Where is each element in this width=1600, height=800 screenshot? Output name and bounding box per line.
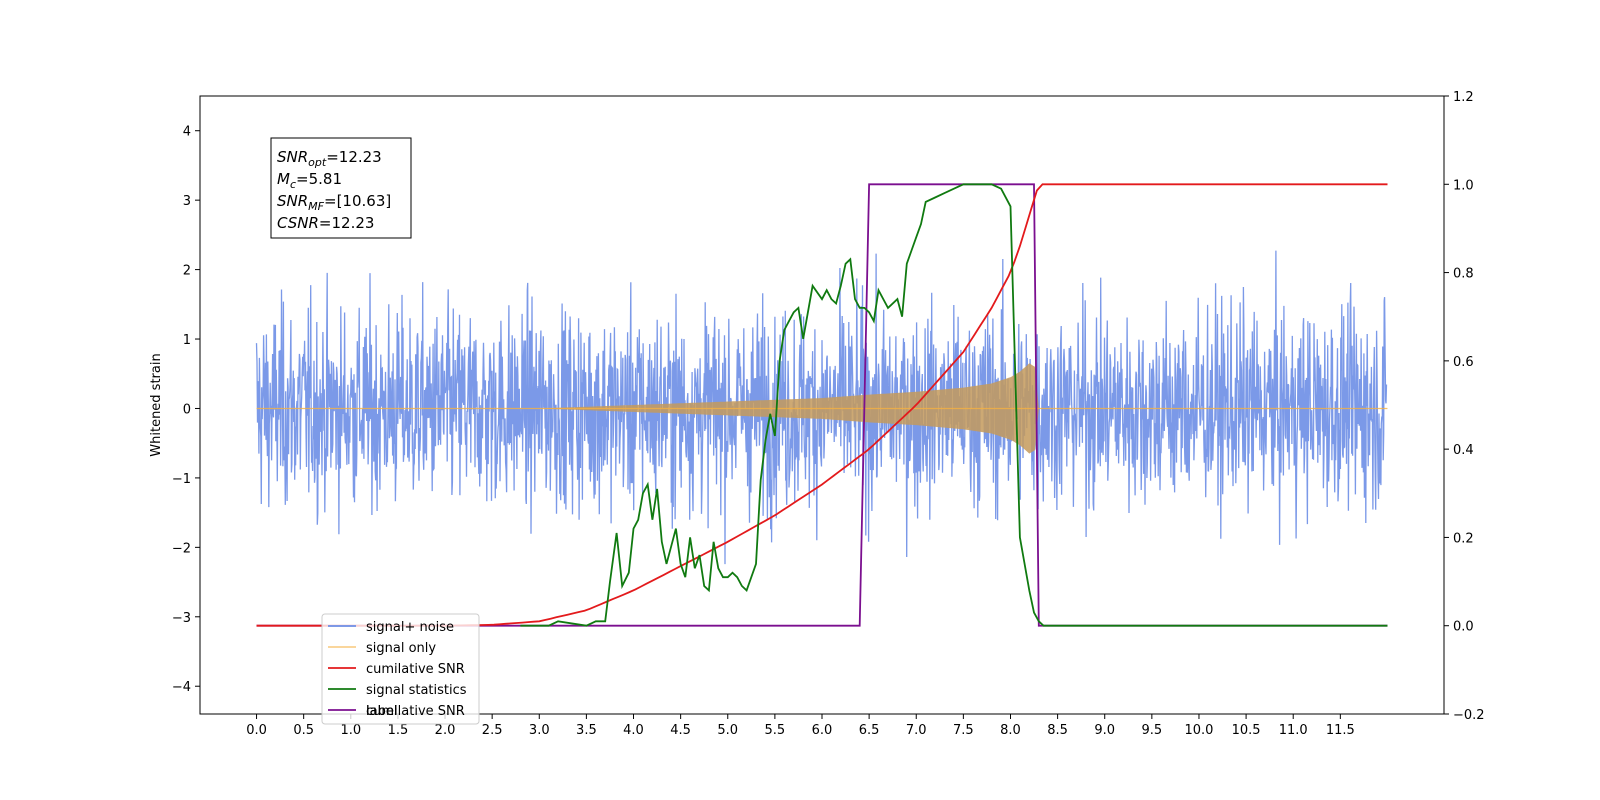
x-tick-label: 7.5 xyxy=(953,723,974,738)
x-tick-label: 6.5 xyxy=(859,723,880,738)
y-right-tick-label: 0.4 xyxy=(1453,443,1474,458)
x-tick-label: 10.5 xyxy=(1232,723,1261,738)
y-axis-label: Whitened strain xyxy=(149,353,164,456)
y-right-tick-label: 1.0 xyxy=(1453,178,1474,193)
y-left-tick-label: 2 xyxy=(183,264,191,279)
y-left-tick-label: 1 xyxy=(183,333,191,348)
info-value: =12.23 xyxy=(319,214,375,232)
info-subscript: c xyxy=(290,178,296,191)
y-right-tick-label: −0.2 xyxy=(1453,708,1485,723)
x-tick-label: 2.0 xyxy=(435,723,456,738)
legend-ghost-label: cumilative SNR xyxy=(366,704,465,719)
info-variable: SNR xyxy=(277,192,308,210)
y-right-tick-label: 0.6 xyxy=(1453,355,1474,370)
legend-label: signal only xyxy=(366,641,436,656)
x-tick-label: 0.5 xyxy=(293,723,314,738)
x-tick-label: 2.5 xyxy=(482,723,503,738)
legend: signal+ noise signal only cumilative SNR si… xyxy=(321,613,480,725)
y-left-tick-label: −4 xyxy=(172,680,191,695)
x-tick-label: 0.0 xyxy=(246,723,267,738)
info-line: Mc=5.81 xyxy=(277,170,342,191)
info-line: SNRMF=[10.63] xyxy=(277,192,391,213)
y-right-tick-label: 0.2 xyxy=(1453,531,1474,546)
info-variable: CSNR xyxy=(277,214,319,232)
y-left-tick-label: −3 xyxy=(172,611,191,626)
x-tick-label: 8.0 xyxy=(1000,723,1021,738)
x-tick-label: 1.5 xyxy=(388,723,409,738)
x-tick-label: 4.0 xyxy=(623,723,644,738)
legend-label: signal+ noise xyxy=(366,620,454,635)
y-left-tick-label: 0 xyxy=(183,402,191,417)
legend-label: label xyxy=(366,704,397,719)
y-left-tick-label: −2 xyxy=(172,541,191,556)
x-tick-label: 1.0 xyxy=(340,723,361,738)
legend-frame xyxy=(321,613,480,725)
x-tick-label: 6.0 xyxy=(812,723,833,738)
info-line: SNRopt=12.23 xyxy=(277,148,382,169)
y-right-tick-label: 1.2 xyxy=(1453,90,1474,105)
info-subscript: opt xyxy=(308,156,327,169)
y-left-tick-label: −1 xyxy=(172,472,191,487)
x-tick-label: 8.5 xyxy=(1047,723,1068,738)
x-tick-label: 5.5 xyxy=(765,723,786,738)
info-box: SNRopt=12.23Mc=5.81SNRMF=[10.63]CSNR=12.… xyxy=(270,137,412,239)
x-tick-label: 9.0 xyxy=(1094,723,1115,738)
info-variable: M xyxy=(277,170,290,188)
legend-label: signal statistics xyxy=(366,683,467,698)
x-tick-label: 3.0 xyxy=(529,723,550,738)
y-right-tick-label: 0.0 xyxy=(1453,620,1474,635)
info-variable: SNR xyxy=(277,148,308,166)
info-line: CSNR=12.23 xyxy=(277,214,374,232)
y-left-tick-label: 3 xyxy=(183,194,191,209)
x-tick-label: 5.0 xyxy=(717,723,738,738)
y-axis-left: −4 −3 −2 −1 0 1 2 3 4 xyxy=(172,125,200,695)
series-signal-noise xyxy=(255,250,1388,565)
legend-label: cumilative SNR xyxy=(366,662,465,677)
x-tick-label: 10.0 xyxy=(1184,723,1213,738)
x-tick-label: 11.0 xyxy=(1279,723,1308,738)
legend-label-top: label xyxy=(366,704,397,719)
x-axis: 0.0 0.5 1.0 1.5 2.0 2.5 3.0 3.5 4.0 4.5 5.0 5.5 6.0 6… xyxy=(246,714,1355,738)
x-tick-label: 11.5 xyxy=(1326,723,1355,738)
x-tick-label: 7.0 xyxy=(906,723,927,738)
y-right-tick-label: 0.8 xyxy=(1453,267,1474,282)
x-tick-label: 9.5 xyxy=(1142,723,1163,738)
info-value: =5.81 xyxy=(296,170,342,188)
x-tick-label: 3.5 xyxy=(576,723,597,738)
info-value: =12.23 xyxy=(326,148,382,166)
info-value: =[10.63] xyxy=(324,192,391,210)
series-signal-statistics xyxy=(520,183,1388,627)
info-subscript: MF xyxy=(308,200,324,213)
y-left-tick-label: 4 xyxy=(183,125,191,140)
y-axis-right: −0.2 0.0 0.2 0.4 0.6 0.8 1.0 1.2 xyxy=(1444,90,1485,723)
x-tick-label: 4.5 xyxy=(670,723,691,738)
info-box-frame xyxy=(270,137,412,239)
